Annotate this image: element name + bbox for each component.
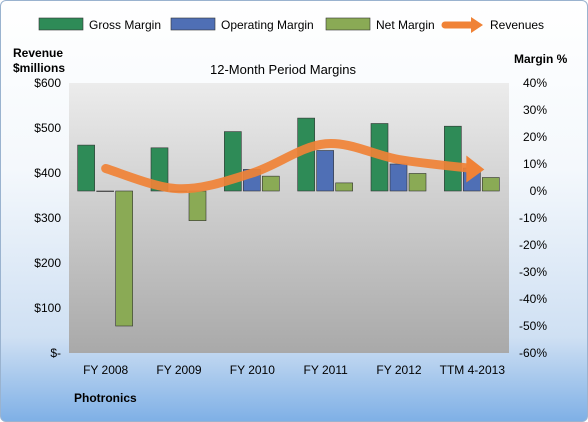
right-tick-label: -10% xyxy=(519,211,547,225)
left-tick-label: $300 xyxy=(34,211,61,225)
category-label: FY 2012 xyxy=(376,363,421,377)
right-tick-label: 30% xyxy=(523,103,547,117)
right-axis-label: Margin % xyxy=(514,52,568,66)
legend-swatch xyxy=(170,17,216,31)
right-tick-label: -30% xyxy=(519,265,547,279)
revenue-line xyxy=(101,139,485,194)
right-axis-ticks: -60% -50% -40% -30% -20% -10% 0% 10% 20% 30% 40% xyxy=(519,76,547,360)
left-tick-label: $- xyxy=(50,346,61,360)
legend-label: Gross Margin xyxy=(89,18,161,32)
legend-label: Net Margin xyxy=(376,18,435,32)
left-tick-label: $100 xyxy=(34,301,61,315)
category-label: FY 2008 xyxy=(83,363,128,377)
category-label: FY 2011 xyxy=(304,363,349,377)
legend-swatch xyxy=(38,17,84,31)
operating-margin-bar xyxy=(389,163,408,192)
legend-revenue-arrow xyxy=(471,17,483,33)
right-tick-label: 40% xyxy=(523,76,547,90)
chart-title: 12-Month Period Margins xyxy=(210,62,356,77)
left-axis-label-line1: Revenue xyxy=(13,46,63,60)
legend: Gross Margin Operating Margin Net Margin Re… xyxy=(38,17,544,33)
company-name: Photronics xyxy=(74,391,137,405)
category-label: TTM 4-2013 xyxy=(440,363,506,377)
left-tick-label: $500 xyxy=(34,121,61,135)
left-axis-label-line2: $millions xyxy=(13,61,65,75)
right-tick-label: -20% xyxy=(519,238,547,252)
category-labels: FY 2008 FY 2009 FY 2010 FY 2011 FY 2012 TTM 4… xyxy=(83,363,505,377)
gross-margin-bar xyxy=(77,144,95,192)
legend-label: Operating Margin xyxy=(221,18,314,32)
right-tick-label: -60% xyxy=(519,346,547,360)
plot-area xyxy=(69,83,509,353)
category-label: FY 2010 xyxy=(230,363,275,377)
operating-margin-bar xyxy=(96,190,114,192)
left-tick-label: $200 xyxy=(34,256,61,270)
right-tick-label: -40% xyxy=(519,292,547,306)
net-margin-bar xyxy=(408,173,427,192)
net-margin-bar xyxy=(335,182,353,192)
revenue-line-path xyxy=(101,139,477,194)
legend-swatch xyxy=(325,17,371,31)
operating-margin-bar xyxy=(316,150,334,192)
left-axis-ticks: $- $100 $200 $300 $400 $500 $600 xyxy=(34,76,61,360)
left-tick-label: $400 xyxy=(34,166,61,180)
revenue-arrowhead xyxy=(466,155,485,183)
right-tick-label: 10% xyxy=(523,157,547,171)
net-margin-bar xyxy=(262,175,280,192)
left-tick-label: $600 xyxy=(34,76,61,90)
category-label: FY 2009 xyxy=(156,363,201,377)
net-margin-bar xyxy=(482,177,500,192)
net-margin-bar xyxy=(115,190,133,327)
right-tick-label: 0% xyxy=(530,184,548,198)
legend-label: Revenues xyxy=(490,18,544,32)
right-tick-label: 20% xyxy=(523,130,547,144)
net-margin-bar xyxy=(188,190,207,222)
gross-margin-bar xyxy=(444,125,462,192)
right-tick-label: -50% xyxy=(519,319,547,333)
